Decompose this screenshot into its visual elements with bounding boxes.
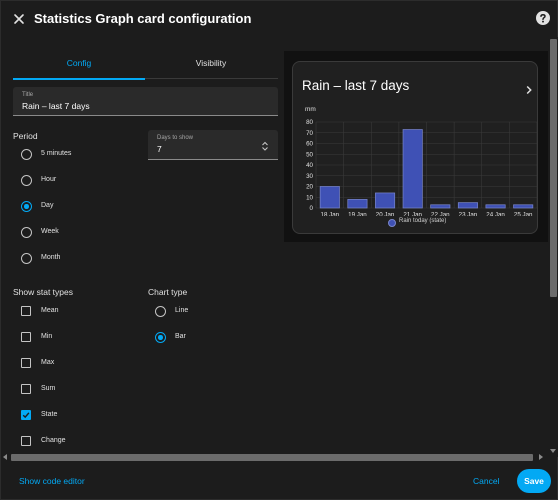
dialog-title: Statistics Graph card configuration <box>34 11 252 26</box>
period-option-label: Month <box>41 254 61 261</box>
period-option-label: 5 minutes <box>41 150 72 157</box>
bar-23-jan[interactable] <box>457 202 478 209</box>
check-icon <box>22 412 30 419</box>
bar-21-jan[interactable] <box>402 129 423 209</box>
period-option-label: Week <box>41 228 59 235</box>
tab-bar: Config Visibility <box>13 51 278 80</box>
period-option-5-minutes[interactable]: 5 minutes <box>21 147 131 163</box>
chart-type-option-label: Bar <box>175 333 186 340</box>
dialog-content[interactable]: Config Visibility Title Rain – last 7 da… <box>1 37 558 457</box>
tab-config[interactable]: Config <box>13 51 145 80</box>
y-tick-label: 10 <box>306 194 313 201</box>
bar-25-jan[interactable] <box>513 204 534 209</box>
days-to-show-field[interactable]: Days to show 7 <box>148 130 278 160</box>
checkbox[interactable] <box>21 384 31 394</box>
dialog-header: Statistics Graph card configuration <box>1 1 558 37</box>
chart-type-option-line[interactable]: Line <box>155 304 265 320</box>
title-field-label: Title <box>22 92 34 98</box>
x-tick-label: 20 Jan <box>376 212 395 217</box>
period-option-hour[interactable]: Hour <box>21 173 131 189</box>
radio-button-selected[interactable] <box>155 332 166 343</box>
y-tick-label: 50 <box>306 151 313 158</box>
checkbox-checked[interactable] <box>21 410 31 420</box>
radio-button[interactable] <box>21 175 32 186</box>
stat-type-label: Mean <box>41 307 59 314</box>
horizontal-scrollbar[interactable] <box>1 452 547 461</box>
chart-type-option-label: Line <box>175 307 189 314</box>
y-tick-label: 70 <box>306 130 313 137</box>
stat-type-label: Min <box>41 333 53 340</box>
y-tick-label: 60 <box>306 141 313 148</box>
x-tick-label: 24 Jan <box>486 212 505 217</box>
chart-type-option-bar[interactable]: Bar <box>155 330 265 346</box>
bar-24-jan[interactable] <box>485 204 506 209</box>
period-option-month[interactable]: Month <box>21 251 131 267</box>
period-option-day[interactable]: Day <box>21 199 131 215</box>
dialog-footer: Show code editor Cancel Save <box>1 461 558 500</box>
stat-type-label: Max <box>41 359 55 366</box>
radio-button[interactable] <box>155 306 166 317</box>
days-to-show-label: Days to show <box>157 135 194 141</box>
radio-button[interactable] <box>21 253 32 264</box>
tab-visibility[interactable]: Visibility <box>195 58 227 68</box>
stat-type-sum[interactable]: Sum <box>21 382 131 398</box>
x-tick-label: 22 Jan <box>431 212 450 217</box>
y-tick-label: 30 <box>306 173 313 180</box>
period-option-week[interactable]: Week <box>21 225 131 241</box>
y-tick-label: 0 <box>310 205 314 212</box>
x-tick-label: 19 Jan <box>348 212 367 217</box>
help-circle-icon[interactable] <box>535 10 551 26</box>
radio-button[interactable] <box>21 149 32 160</box>
number-stepper-icon[interactable] <box>260 139 270 151</box>
horizontal-scrollbar-thumb[interactable] <box>11 454 533 461</box>
bar-18-jan[interactable] <box>319 186 340 209</box>
period-label: Period <box>13 131 38 141</box>
radio-button[interactable] <box>21 227 32 238</box>
days-to-show-value[interactable]: 7 <box>157 144 162 154</box>
cancel-button[interactable]: Cancel <box>473 476 500 486</box>
x-tick-label: 18 Jan <box>321 212 340 217</box>
y-tick-label: 40 <box>306 162 313 169</box>
stat-type-label: Change <box>41 437 66 444</box>
y-tick-label: 80 <box>306 119 313 126</box>
close-icon[interactable] <box>10 10 28 28</box>
show-code-editor-button[interactable]: Show code editor <box>19 476 85 486</box>
card-title: Rain – last 7 days <box>302 78 410 93</box>
bar-chart: 0 10 20 30 40 50 60 70 80 18 Jan 19 Jan 20 Jan 21 J… <box>305 106 538 217</box>
period-option-label: Day <box>41 202 54 209</box>
chart-type-label: Chart type <box>148 287 188 297</box>
checkbox[interactable] <box>21 436 31 446</box>
x-tick-label: 21 Jan <box>403 212 422 217</box>
checkbox[interactable] <box>21 358 31 368</box>
bar-20-jan[interactable] <box>375 192 396 209</box>
stat-type-mean[interactable]: Mean <box>21 304 131 320</box>
save-button[interactable]: Save <box>517 469 551 493</box>
stat-type-state[interactable]: State <box>21 408 131 424</box>
stat-type-change[interactable]: Change <box>21 434 131 450</box>
y-axis-unit-label: mm <box>305 106 316 113</box>
stat-types-label: Show stat types <box>13 287 74 297</box>
x-tick-label: 25 Jan <box>514 212 533 217</box>
checkbox[interactable] <box>21 306 31 316</box>
stat-type-max[interactable]: Max <box>21 356 131 372</box>
legend-swatch <box>388 219 396 227</box>
legend-label: Rain today (state) <box>399 218 447 224</box>
bar-19-jan[interactable] <box>347 199 368 209</box>
period-option-label: Hour <box>41 176 57 183</box>
title-field-value[interactable]: Rain – last 7 days <box>22 101 90 111</box>
stat-type-label: State <box>41 411 58 418</box>
stat-type-min[interactable]: Min <box>21 330 131 346</box>
y-tick-label: 20 <box>306 184 313 191</box>
checkbox[interactable] <box>21 332 31 342</box>
stat-type-label: Sum <box>41 385 56 392</box>
x-tick-label: 23 Jan <box>459 212 478 217</box>
radio-button-selected[interactable] <box>21 201 32 212</box>
vertical-scrollbar-thumb[interactable] <box>550 39 557 297</box>
statistics-graph-card: Rain – last 7 days 0 10 20 30 40 50 60 70 80 18 … <box>292 61 538 234</box>
title-field[interactable]: Title Rain – last 7 days <box>13 87 278 116</box>
chevron-right-icon[interactable] <box>524 82 534 95</box>
card-preview: Rain – last 7 days 0 10 20 30 40 50 60 70 80 18 … <box>284 51 548 242</box>
bar-22-jan[interactable] <box>430 204 451 209</box>
